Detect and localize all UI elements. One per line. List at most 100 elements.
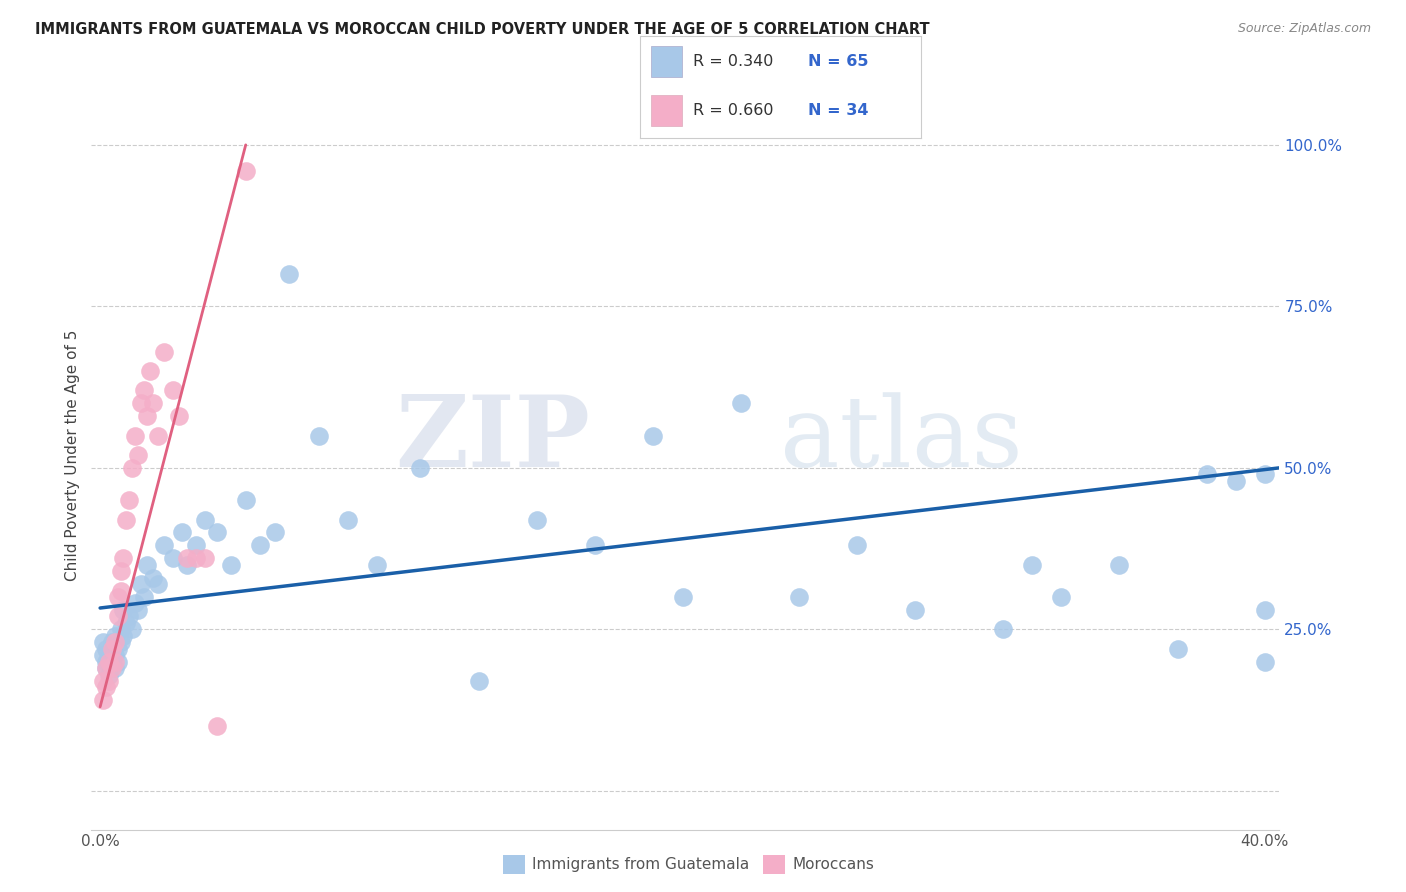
Point [112,629,135,643]
Point [100,655,122,669]
Point [194,512,217,526]
Point [308,428,330,442]
Point [100,661,122,675]
Text: N = 34: N = 34 [808,103,869,118]
Point [110,583,132,598]
Point [115,615,138,630]
Point [249,538,271,552]
Text: Moroccans: Moroccans [793,857,875,871]
Text: R = 0.340: R = 0.340 [693,54,773,69]
Point [110,623,132,637]
Point [104,635,127,649]
Text: Source: ZipAtlas.com: Source: ZipAtlas.com [1237,22,1371,36]
Point [787,590,810,604]
Point [643,428,665,442]
Point [366,558,388,572]
Point [138,364,160,378]
Point [135,558,157,572]
Point [1050,590,1073,604]
Point [100,641,122,656]
Point [141,571,163,585]
Point [235,163,257,178]
Point [124,428,146,442]
Point [107,590,129,604]
Point [94,641,117,656]
Point [127,448,149,462]
Point [129,396,152,410]
Point [94,661,117,675]
Point [1021,558,1043,572]
Point [127,603,149,617]
Point [135,409,157,424]
Point [278,267,301,281]
Text: R = 0.660: R = 0.660 [693,103,773,118]
Point [124,597,146,611]
Point [91,693,114,707]
Point [107,641,129,656]
Point [1254,655,1277,669]
Point [176,558,198,572]
Point [104,648,127,662]
Point [263,525,285,540]
Point [205,719,228,733]
Point [1108,558,1130,572]
Point [97,655,120,669]
Point [526,512,548,526]
Point [1254,467,1277,482]
Point [846,538,869,552]
Point [115,512,138,526]
Bar [651,95,682,126]
Point [118,493,141,508]
Point [97,655,120,669]
Point [91,635,114,649]
Text: IMMIGRANTS FROM GUATEMALA VS MOROCCAN CHILD POVERTY UNDER THE AGE OF 5 CORRELATI: IMMIGRANTS FROM GUATEMALA VS MOROCCAN CH… [35,22,929,37]
Point [148,428,170,442]
Point [219,558,242,572]
Point [132,590,155,604]
Point [129,577,152,591]
Point [1254,603,1277,617]
Point [671,590,693,604]
Point [162,551,184,566]
Point [94,655,117,669]
Point [97,648,120,662]
Point [112,603,135,617]
Point [104,629,127,643]
Point [186,551,208,566]
Point [121,623,143,637]
Point [97,667,120,681]
Point [1195,467,1218,482]
Point [730,396,752,410]
Point [94,681,117,695]
Point [336,512,359,526]
Point [186,538,208,552]
Point [170,525,193,540]
Point [205,525,228,540]
Point [153,344,176,359]
Point [104,655,127,669]
Point [121,460,143,475]
Point [100,635,122,649]
Point [141,396,163,410]
Point [97,673,120,688]
Point [583,538,606,552]
Point [100,641,122,656]
Y-axis label: Child Poverty Under the Age of 5: Child Poverty Under the Age of 5 [65,329,80,581]
Point [112,551,135,566]
Point [107,609,129,624]
Point [107,655,129,669]
Point [904,603,927,617]
Point [991,623,1014,637]
Text: atlas: atlas [780,392,1024,488]
Point [194,551,217,566]
Point [176,551,198,566]
Point [148,577,170,591]
Text: N = 65: N = 65 [808,54,869,69]
Point [104,661,127,675]
Point [110,564,132,578]
Point [91,648,114,662]
Point [94,661,117,675]
Point [1167,641,1189,656]
Bar [651,45,682,77]
Point [132,384,155,398]
